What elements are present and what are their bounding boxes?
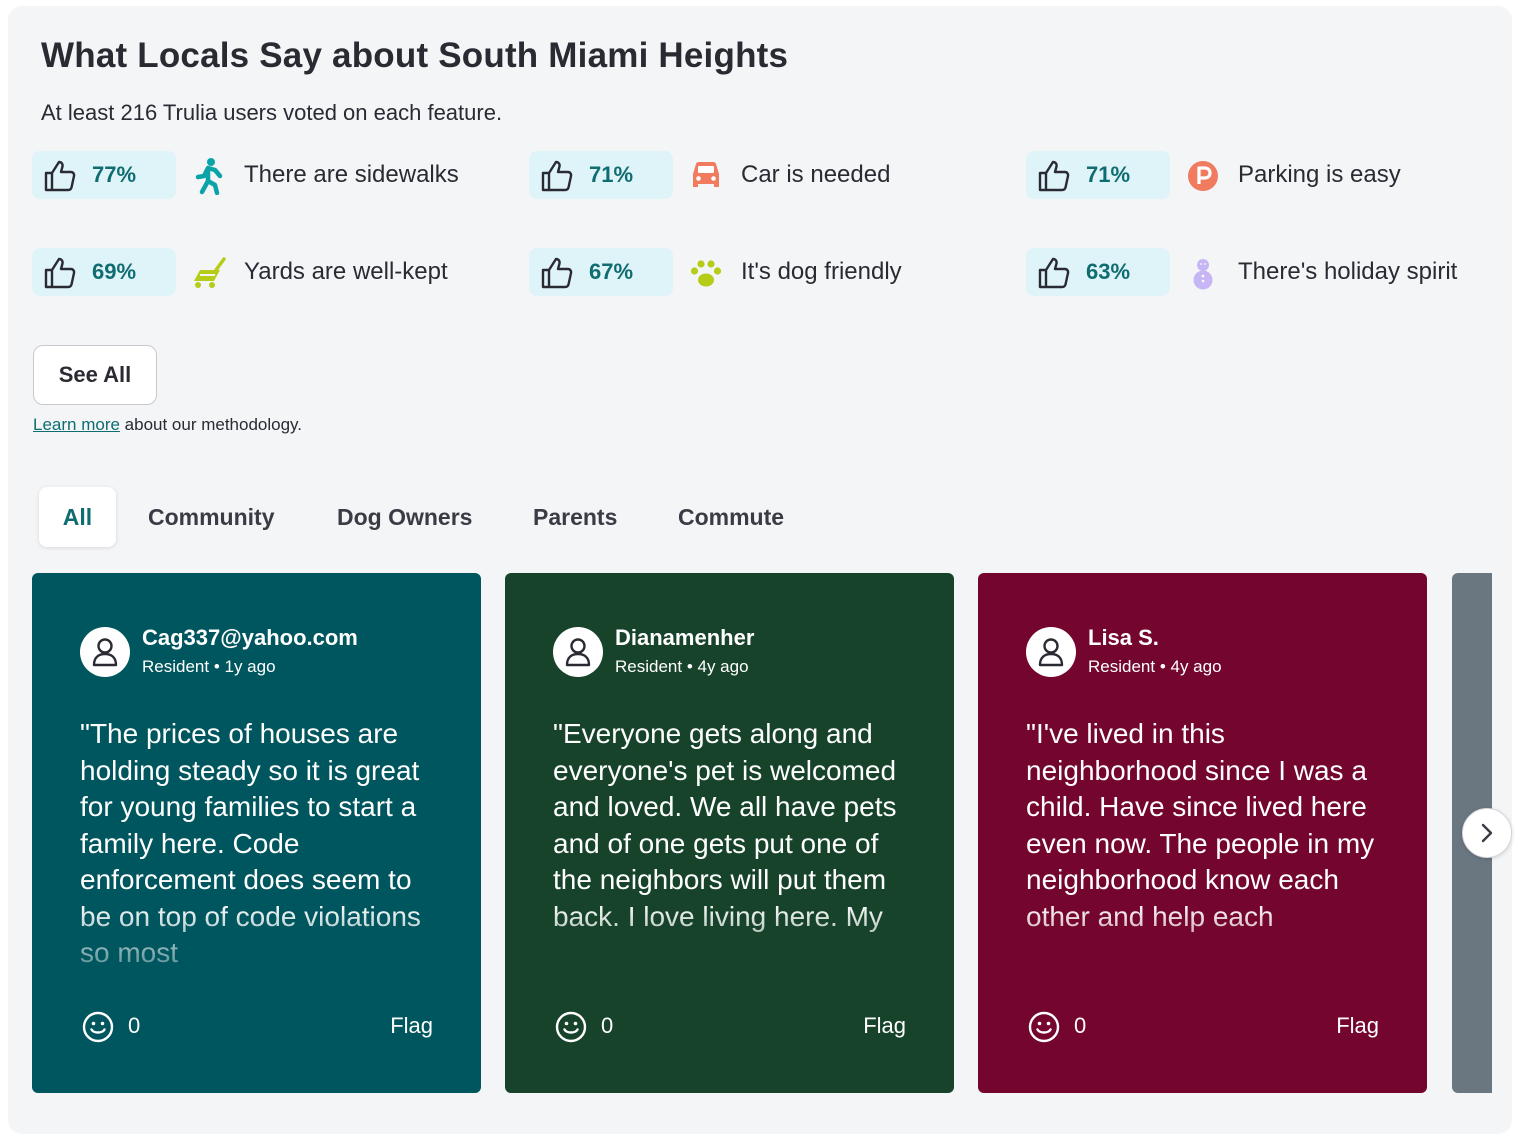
review-card: Cag337@yahoo.com Resident • 1y ago "The … bbox=[32, 573, 481, 1093]
feature-parking: 71% Parking is easy bbox=[1026, 151, 1506, 201]
feature-label: Parking is easy bbox=[1238, 161, 1401, 188]
vote-percent-pill: 71% bbox=[1026, 151, 1170, 199]
review-quote: "I've lived in this neighborhood since I… bbox=[1026, 718, 1375, 932]
feature-sidewalks: 77% There are sidewalks bbox=[32, 151, 512, 201]
avatar bbox=[1026, 627, 1076, 677]
section-title: What Locals Say about South Miami Height… bbox=[41, 36, 789, 75]
vote-percent: 71% bbox=[589, 162, 634, 187]
feature-label: There are sidewalks bbox=[244, 161, 459, 188]
review-meta: Resident • 4y ago bbox=[615, 657, 749, 676]
thumbs-up-icon bbox=[1038, 160, 1070, 192]
paw-icon bbox=[690, 260, 722, 287]
vote-percent: 67% bbox=[589, 259, 634, 284]
chevron-right-icon bbox=[1481, 823, 1493, 843]
user-icon bbox=[92, 638, 118, 667]
vote-percent: 77% bbox=[92, 162, 137, 187]
feature-holiday-spirit: 63% There's holiday spirit bbox=[1026, 248, 1506, 298]
thumbs-up-icon bbox=[541, 160, 573, 192]
tab-commute[interactable]: Commute bbox=[678, 504, 785, 530]
vote-percent-pill: 69% bbox=[32, 248, 176, 296]
review-card: Dianamenher Resident • 4y ago "Everyone … bbox=[505, 573, 954, 1093]
vote-percent-pill: 77% bbox=[32, 151, 176, 199]
flag-button[interactable]: Flag bbox=[390, 1013, 433, 1038]
avatar bbox=[80, 627, 130, 677]
review-card: Lisa S. Resident • 4y ago "I've lived in… bbox=[978, 573, 1427, 1093]
parking-icon bbox=[1188, 161, 1218, 191]
methodology-note: Learn more about our methodology. bbox=[33, 415, 302, 435]
flag-button[interactable]: Flag bbox=[1336, 1013, 1379, 1038]
see-all-button[interactable]: See All bbox=[33, 345, 157, 405]
feature-label: Yards are well-kept bbox=[244, 258, 448, 285]
feature-car-needed: 71% Car is needed bbox=[529, 151, 1009, 201]
review-quote: "Everyone gets along and everyone's pet … bbox=[553, 718, 897, 932]
review-author: Cag337@yahoo.com bbox=[142, 625, 358, 650]
tab-community[interactable]: Community bbox=[148, 504, 275, 530]
tab-parents[interactable]: Parents bbox=[533, 504, 618, 530]
thumbs-up-icon bbox=[1038, 257, 1070, 289]
smiley-icon[interactable] bbox=[555, 1011, 587, 1043]
thumbs-up-icon bbox=[541, 257, 573, 289]
thumbs-up-icon bbox=[44, 160, 76, 192]
vote-percent-pill: 63% bbox=[1026, 248, 1170, 296]
carousel-next-button[interactable] bbox=[1462, 808, 1512, 858]
reaction-count: 0 bbox=[1074, 1013, 1087, 1038]
flag-button[interactable]: Flag bbox=[863, 1013, 906, 1038]
thumbs-up-icon bbox=[44, 257, 76, 289]
review-meta: Resident • 1y ago bbox=[142, 657, 276, 676]
vote-percent-pill: 67% bbox=[529, 248, 673, 296]
feature-label: Car is needed bbox=[741, 161, 891, 188]
locals-say-panel: What Locals Say about South Miami Height… bbox=[8, 6, 1512, 1134]
walking-person-icon bbox=[195, 158, 223, 195]
feature-dog-friendly: 67% It's dog friendly bbox=[529, 248, 1009, 298]
vote-percent-pill: 71% bbox=[529, 151, 673, 199]
user-icon bbox=[1038, 638, 1064, 667]
review-meta: Resident • 4y ago bbox=[1088, 657, 1222, 676]
review-quote: "The prices of houses are holding steady… bbox=[80, 718, 421, 968]
smiley-icon[interactable] bbox=[82, 1011, 114, 1043]
smiley-icon[interactable] bbox=[1028, 1011, 1060, 1043]
vote-percent: 63% bbox=[1086, 259, 1131, 284]
vote-percent: 71% bbox=[1086, 162, 1131, 187]
reaction-count: 0 bbox=[601, 1013, 614, 1038]
learn-more-link[interactable]: Learn more bbox=[33, 415, 120, 434]
feature-label: There's holiday spirit bbox=[1238, 258, 1458, 285]
feature-label: It's dog friendly bbox=[741, 258, 902, 285]
lawn-mower-icon bbox=[194, 257, 226, 288]
user-icon bbox=[565, 638, 591, 667]
snowman-icon bbox=[1193, 259, 1213, 290]
methodology-text: about our methodology. bbox=[119, 415, 303, 434]
section-subtitle: At least 216 Trulia users voted on each … bbox=[41, 100, 503, 125]
vote-percent: 69% bbox=[92, 259, 137, 284]
avatar bbox=[553, 627, 603, 677]
review-author: Dianamenher bbox=[615, 625, 755, 650]
reaction-count: 0 bbox=[128, 1013, 141, 1038]
tab-dog-owners[interactable]: Dog Owners bbox=[337, 504, 473, 530]
car-icon bbox=[693, 162, 719, 187]
review-author: Lisa S. bbox=[1088, 625, 1159, 650]
tab-all[interactable]: All bbox=[39, 487, 116, 547]
feature-yards: 69% Yards are well-kept bbox=[32, 248, 512, 298]
